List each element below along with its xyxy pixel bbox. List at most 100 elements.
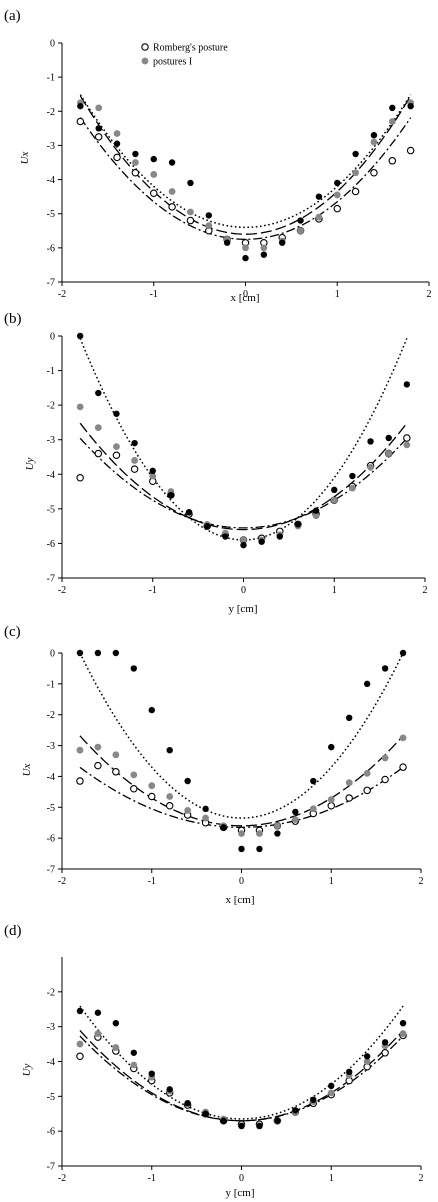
data-point-black (148, 1070, 155, 1077)
data-point-black (76, 1007, 84, 1015)
y-tick-label: -5 (47, 504, 55, 515)
panel-b-xlabel: y [cm] (228, 603, 257, 615)
data-point-black (95, 389, 102, 397)
x-tick-label: 1 (329, 876, 334, 887)
legend-open-marker (141, 43, 149, 51)
data-point-black (294, 521, 302, 528)
data-point-gray (242, 244, 249, 252)
y-tick-label: -6 (47, 243, 55, 254)
panel-c-yticks: 0 -1 -2 -3 -4 -5 -6 -7 (47, 649, 62, 876)
data-point-gray (256, 830, 263, 837)
data-point-black (256, 845, 263, 853)
y-tick-label: -4 (47, 470, 55, 481)
data-point-gray (388, 118, 396, 125)
panel-b-yticks: 0 -1 -2 -3 -4 -5 -6 -7 (47, 332, 62, 585)
data-point-black (328, 743, 335, 751)
y-tick-label: -4 (47, 175, 55, 186)
data-point-open (186, 216, 195, 225)
data-point-gray (168, 188, 176, 195)
legend: Romberg's posture postures I (141, 43, 228, 68)
data-point-gray (260, 244, 268, 252)
data-point-open (165, 801, 174, 810)
y-tick-label: 0 (50, 332, 55, 343)
data-point-black (95, 125, 102, 132)
x-tick-label: -2 (58, 585, 66, 596)
y-tick-label: -6 (47, 834, 55, 845)
x-tick-label: 1 (329, 1173, 334, 1184)
data-point-black (310, 1096, 317, 1104)
x-tick-label: 2 (419, 1173, 424, 1184)
data-point-black (297, 217, 304, 224)
y-tick-label: -7 (47, 1162, 55, 1173)
panel-b: (b) -2 -1 0 1 2 0 -1 -2 -3 -4 -5 -6 -7 y [cm] Uy (4, 311, 428, 615)
data-point-black (223, 239, 231, 246)
data-point-black (258, 538, 265, 545)
panel-d-xticks: -2 -1 0 1 2 (58, 1166, 424, 1184)
y-tick-label: -2 (47, 107, 55, 118)
data-point-gray (149, 472, 157, 480)
data-point-gray (95, 104, 103, 112)
data-point-gray (187, 208, 194, 216)
panel-c-points (76, 649, 407, 853)
data-point-black (385, 434, 392, 442)
data-point-gray (349, 484, 356, 492)
data-point-open (76, 473, 84, 482)
y-tick-label: -7 (47, 278, 55, 289)
panel-b-ylabel: Uy (24, 457, 36, 470)
data-point-gray (312, 512, 320, 520)
y-tick-label: -2 (47, 987, 55, 998)
panel-c-label: (c) (4, 624, 21, 640)
data-point-black (205, 212, 212, 219)
data-point-black (148, 706, 155, 714)
data-point-black (131, 439, 138, 447)
data-point-black (222, 533, 229, 540)
data-point-black (94, 649, 102, 657)
data-point-gray (399, 1030, 407, 1038)
data-point-open (399, 763, 407, 771)
data-point-black (346, 714, 353, 721)
panel-d-ylabel: Uy (21, 1063, 33, 1076)
data-point-open (94, 761, 102, 770)
data-point-gray (94, 743, 102, 751)
data-point-gray (327, 796, 335, 803)
data-point-gray (315, 213, 323, 221)
data-point-gray (76, 403, 84, 411)
data-point-black (184, 777, 191, 785)
data-point-gray (94, 424, 102, 432)
data-point-gray (94, 1030, 102, 1038)
data-point-black (276, 533, 283, 540)
y-tick-label: -7 (47, 574, 55, 585)
data-point-gray (330, 496, 338, 504)
data-point-gray (132, 159, 139, 166)
legend-gray-label: postures I (153, 57, 192, 68)
data-point-black (403, 381, 411, 388)
data-point-open (327, 801, 335, 810)
data-point-open (150, 189, 158, 197)
panel-c-xlabel: x [cm] (225, 894, 254, 906)
panel-c-xticks: -2 -1 0 1 2 (58, 869, 424, 887)
data-point-gray (297, 227, 304, 235)
data-point-black (150, 155, 157, 163)
data-point-black (242, 254, 249, 262)
x-tick-label: 0 (243, 289, 248, 300)
panel-b-points (76, 332, 411, 549)
data-point-black (274, 1117, 281, 1124)
data-point-black (407, 102, 414, 110)
data-point-gray (112, 751, 120, 759)
panel-a-xticks: -2 -1 0 1 2 (58, 282, 432, 300)
data-point-gray (112, 1044, 120, 1051)
data-point-black (76, 649, 84, 657)
data-point-gray (184, 806, 192, 814)
data-point-black (220, 1117, 227, 1124)
data-point-gray (363, 769, 371, 777)
data-point-black (389, 104, 396, 112)
y-tick-label: -5 (47, 1092, 55, 1103)
x-tick-label: 2 (427, 289, 432, 300)
data-point-open (381, 775, 389, 784)
data-point-open (345, 794, 353, 802)
data-point-gray (76, 1040, 84, 1048)
data-point-black (292, 1107, 299, 1114)
data-point-black (204, 522, 211, 530)
data-point-black (238, 1122, 245, 1130)
